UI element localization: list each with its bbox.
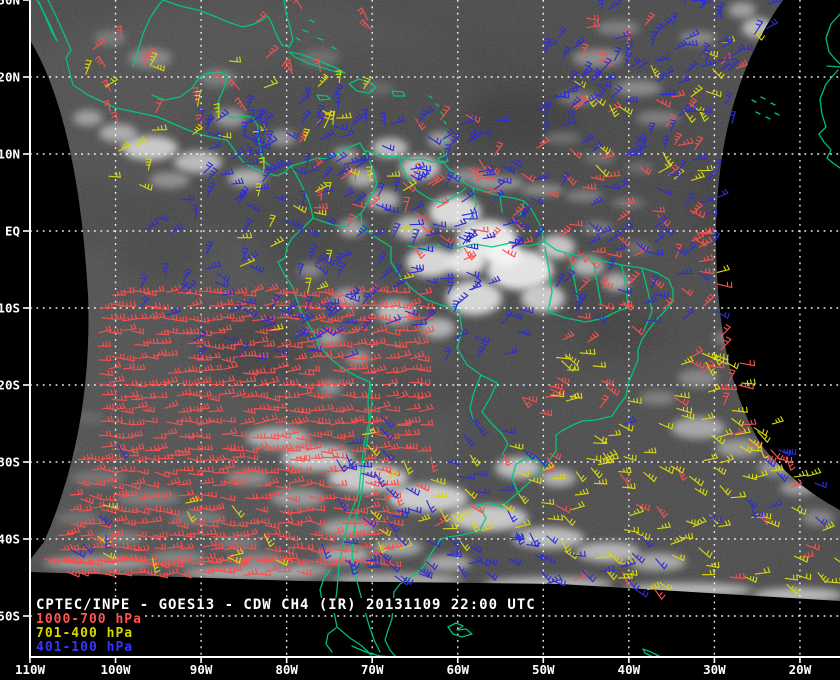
lat-label: EQ (5, 224, 20, 239)
lon-label: 70W (361, 662, 384, 677)
lat-label: 20N (0, 70, 20, 85)
wind-barb-group-high (321, 414, 550, 578)
lat-label: 10S (0, 301, 20, 316)
wind-barb-group-low (395, 383, 565, 527)
wind-barb-group-low (689, 226, 757, 426)
wind-barb-group-mid (362, 427, 623, 565)
wind-barb-group-high (140, 190, 308, 342)
wind-barb-group-high (715, 58, 740, 173)
lat-label: 30S (0, 455, 20, 470)
lat-label: 50S (0, 609, 20, 624)
wind-barb-group-high (394, 532, 668, 598)
lon-label: 90W (190, 662, 213, 677)
title-legend-block: CPTEC/INPE - GOES13 - CDW CH4 (IR) 20131… (36, 598, 539, 655)
wind-barb-group-high (598, 0, 782, 67)
wind-barb-group-high (623, 416, 828, 526)
lon-label: 60W (446, 662, 469, 677)
lat-label: 30N (0, 0, 20, 8)
lon-label: 50W (532, 662, 555, 677)
wind-barb-group-mid (547, 348, 822, 533)
wind-barb-group-high (555, 169, 730, 323)
wind-barb-group-high (534, 26, 746, 177)
wind-barb-group-high (198, 106, 550, 361)
wind-barb-group-high (70, 444, 130, 558)
legend-high-level: 401-100 hPa (36, 641, 137, 655)
wind-barb-group-low (43, 552, 312, 579)
wind-barb-group-low (92, 0, 372, 128)
wind-barb-group-low (97, 283, 435, 455)
wind-barb-group-mid (701, 264, 771, 481)
wind-barb-group-mid (574, 65, 722, 181)
map-title: CPTEC/INPE - GOES13 - CDW CH4 (IR) 20131… (36, 598, 539, 613)
wind-barb-group-high (241, 83, 406, 206)
lon-label: 80W (275, 662, 298, 677)
lon-label: 110W (15, 662, 46, 677)
lat-label: 40S (0, 532, 20, 547)
lon-label: 20W (789, 662, 812, 677)
lon-label: 100W (100, 662, 131, 677)
legend-mid-level: 701-400 hPa (36, 627, 137, 641)
lon-label: 30W (703, 662, 726, 677)
wind-barb-group-mid (84, 52, 401, 191)
wind-barb-layer (43, 0, 840, 600)
legend-low-level: 1000-700 hPa (36, 613, 145, 627)
wind-barb-group-low (555, 426, 820, 600)
wind-barb-group-mid (236, 178, 417, 331)
lon-label: 40W (618, 662, 641, 677)
wind-barb-group-low (402, 89, 704, 193)
lat-label: 20S (0, 378, 20, 393)
lat-label: 10N (0, 147, 20, 162)
